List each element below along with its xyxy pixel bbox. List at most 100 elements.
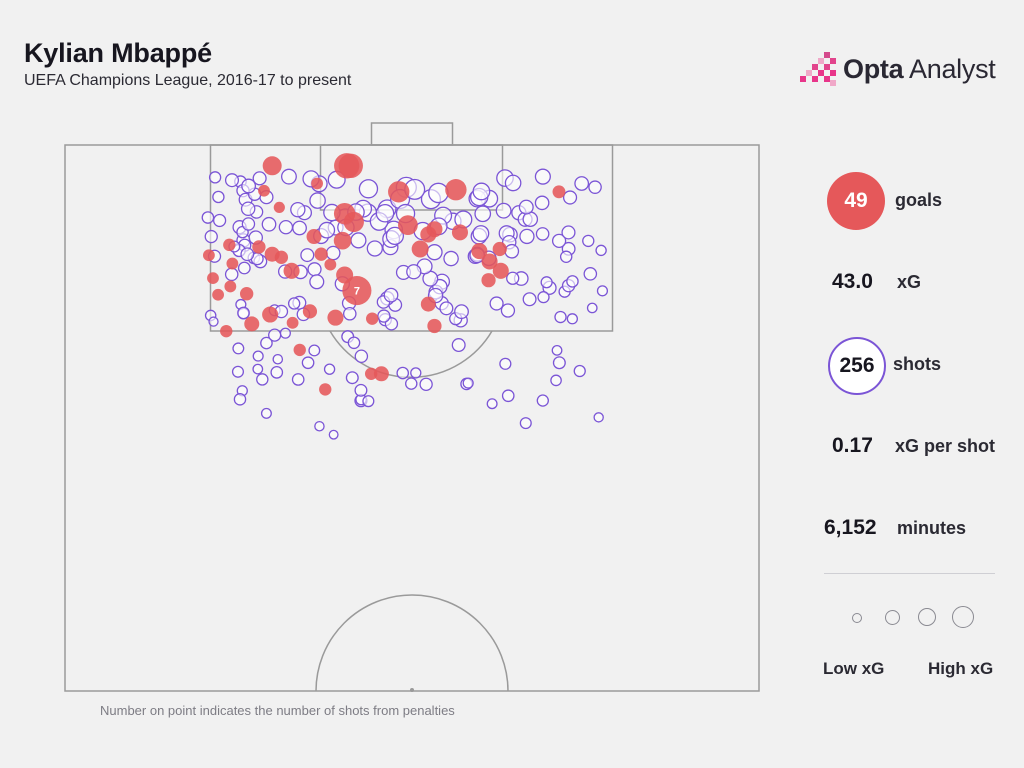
shot-goal-point [420,226,437,243]
shot-miss-point [582,234,595,248]
shot-goal-point [471,243,488,260]
shot-miss-point [323,363,336,375]
shot-miss-point [439,301,454,316]
shot-goal-point [258,184,270,197]
shot-miss-point [292,220,307,236]
shot-miss-point [500,303,516,318]
shot-miss-point [233,393,247,406]
shot-goal-point [273,201,285,213]
shot-miss-point [595,244,607,257]
shot-miss-point [535,227,550,241]
legend-size-4 [952,606,974,628]
shot-miss-point [534,168,551,185]
shot-miss-point [241,217,256,231]
centre-spot [410,688,414,692]
shot-miss-point [561,225,576,240]
shot-miss-point [350,232,367,249]
shot-goal-point [333,231,352,250]
shot-goal-point [342,276,372,306]
shot-miss-point [504,243,520,259]
shot-goal-point [411,240,429,258]
goals-badge: 49 [827,172,885,230]
shot-miss-point [309,274,325,290]
shot-miss-point [504,174,522,192]
shot-miss-point [260,336,273,350]
shot-miss-point [596,285,609,297]
shot-goal-point [343,211,364,233]
shot-goal-point [293,343,306,357]
shot-miss-point [252,350,264,362]
shot-miss-point [224,173,240,188]
shot-goal-point [427,318,442,334]
shot-miss-point [237,261,251,275]
shot-goal-point [262,306,279,323]
shots-label: shots [893,354,942,374]
shot-miss-point [290,201,306,218]
shots-badge: 256 [828,337,886,395]
shot-miss-point [268,328,282,342]
shot-miss-point [300,248,315,263]
shot-miss-point [345,371,359,385]
shot-miss-point [291,373,305,386]
shot-goal-point [212,288,224,301]
shot-goal-point [264,246,280,262]
shot-miss-point [240,247,255,262]
shot-miss-point [314,420,325,432]
shot-miss-point [552,356,566,370]
shot-goal-point [327,309,344,326]
goals-label: goals [895,190,943,210]
shot-miss-point [551,344,563,356]
shot-goal-point [306,229,322,245]
shot-goal-point [481,273,496,288]
shot-miss-point [419,377,433,391]
shot-miss-point [252,171,267,186]
shot-miss-point [354,349,369,364]
shot-goal-point [373,366,389,382]
legend-low-label: Low xG [823,659,885,678]
shot-goal-point [552,185,566,199]
shot-miss-point [309,192,326,209]
shot-miss-point [301,356,315,370]
shot-miss-point [593,412,604,423]
shot-miss-point [237,306,250,320]
xg-per-shot-value: 0.17 [832,434,873,457]
shot-miss-point [204,229,218,244]
shot-miss-point [410,367,422,379]
shot-miss-point [405,377,418,390]
shot-miss-point [462,377,474,389]
opta-logo-mark-icon [800,52,836,86]
shot-goal-point [338,153,363,178]
shot-goal-point [492,262,509,279]
shot-miss-point [201,211,215,224]
shot-miss-point [559,250,573,264]
shot-miss-point [574,176,590,191]
shot-miss-point [377,309,391,323]
shot-goal-point [481,253,498,270]
shot-miss-point [506,271,520,285]
shot-goal-point [226,257,239,270]
shot-miss-point [537,291,550,304]
shot-goal-point [324,258,337,271]
shot-miss-point [232,342,245,355]
shot-miss-point [343,306,357,321]
shot-miss-point [550,374,562,387]
shot-miss-point [489,296,504,311]
shot-goal-point [302,304,318,319]
shot-goal-point [207,272,219,285]
shot-miss-point [472,182,491,201]
shot-miss-point [583,267,598,281]
shot-miss-point [486,398,498,410]
legend-high-label: High xG [928,659,994,678]
page-title: Kylian Mbappé [24,38,212,68]
shot-miss-point [270,366,284,379]
shot-miss-point [354,383,368,397]
shot-miss-point [241,178,257,194]
shot-miss-point [308,344,321,357]
shot-goal-point [223,238,236,252]
shot-miss-point [252,363,264,375]
shot-goal-point [366,312,379,325]
xg-value: 43.0 [832,270,873,293]
penalty-arc [329,330,493,378]
shot-miss-point [588,180,602,194]
